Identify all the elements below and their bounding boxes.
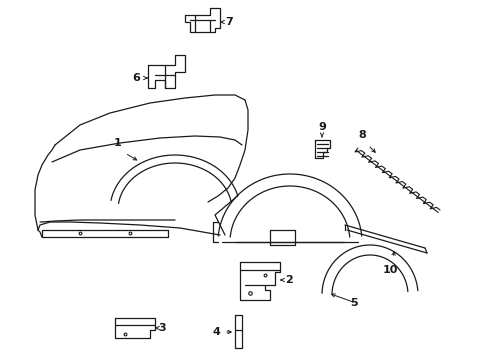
Text: 4: 4 (212, 327, 220, 337)
Text: 3: 3 (158, 323, 166, 333)
Text: 9: 9 (318, 122, 326, 132)
Text: 2: 2 (285, 275, 293, 285)
Text: 5: 5 (350, 298, 358, 308)
Text: 10: 10 (382, 265, 398, 275)
Text: 6: 6 (132, 73, 140, 83)
Text: 1: 1 (114, 138, 122, 148)
Text: 7: 7 (225, 17, 233, 27)
Text: 8: 8 (358, 130, 366, 140)
